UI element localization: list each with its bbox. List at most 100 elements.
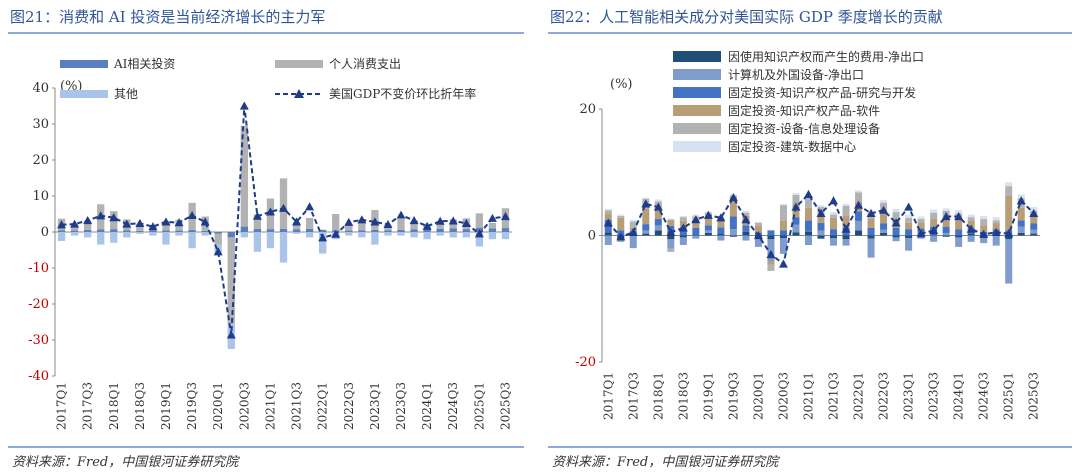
right-legend-label-1: 计算机及外国设备-净出口 xyxy=(728,67,864,82)
left-xtick-label: 2018Q3 xyxy=(133,382,147,430)
right-bar-2022q1 xyxy=(855,211,863,221)
right-bar-2020q2 xyxy=(767,264,775,271)
right-bar-2023q2 xyxy=(917,222,925,229)
right-bar-2019q1 xyxy=(704,225,712,231)
right-line-point-2019q4 xyxy=(741,215,751,224)
right-bar-2023q2 xyxy=(917,216,925,220)
left-ytick-label: 30 xyxy=(32,117,49,132)
left-line-point-2023q1 xyxy=(370,217,380,226)
left-line-point-2024q1 xyxy=(422,221,432,230)
left-line-point-2019q3 xyxy=(187,210,197,220)
right-line-point-2021q2 xyxy=(816,208,826,217)
right-bar-2017q3 xyxy=(629,219,637,222)
left-title-rule xyxy=(8,32,524,34)
right-bar-2021q1 xyxy=(804,231,812,236)
left-bar-2024q4 xyxy=(462,229,470,232)
left-bar-2024q3 xyxy=(449,228,457,232)
right-line-point-2023q4 xyxy=(941,212,951,221)
left-bar-2018q3 xyxy=(136,223,144,231)
right-bar-2018q3 xyxy=(679,230,687,236)
left-source-rule xyxy=(8,446,524,448)
left-bar-2019q4 xyxy=(201,232,209,236)
right-bar-2020q3 xyxy=(779,203,787,206)
right-bar-2018q4 xyxy=(692,235,700,239)
right-bar-2019q4 xyxy=(742,235,750,241)
left-bar-2018q4 xyxy=(149,232,157,236)
left-line-point-2017q1 xyxy=(57,220,67,229)
right-legend-swatch-5 xyxy=(673,141,721,152)
left-xtick-label: 2022Q3 xyxy=(342,382,356,430)
left-bar-2019q2 xyxy=(175,232,183,236)
right-bar-2021q2 xyxy=(817,213,825,223)
right-bar-2025q3 xyxy=(1030,233,1038,236)
left-bar-2017q4 xyxy=(97,232,105,245)
right-bar-2020q4 xyxy=(792,217,800,225)
right-xtick-label: 2024Q3 xyxy=(977,372,991,420)
left-xtick-label: 2024Q3 xyxy=(446,382,460,430)
right-bar-2022q4 xyxy=(892,208,900,213)
left-bar-2019q4 xyxy=(201,230,209,232)
right-bar-2022q3 xyxy=(880,232,888,236)
right-bar-2018q1 xyxy=(654,199,662,202)
left-bar-2018q2 xyxy=(123,230,131,232)
left-xtick-label: 2024Q1 xyxy=(420,382,434,430)
right-legend-swatch-2 xyxy=(673,87,721,98)
right-bar-2022q4 xyxy=(892,227,900,236)
left-legend-personal-consumption-label: 个人消费支出 xyxy=(329,57,401,71)
right-bar-2021q3 xyxy=(830,212,838,215)
left-xtick-label: 2021Q3 xyxy=(290,382,304,430)
right-line-point-2018q3 xyxy=(678,223,688,232)
left-bar-2022q2 xyxy=(332,214,340,231)
left-bar-2023q1 xyxy=(371,229,379,232)
right-bar-2017q1 xyxy=(604,235,612,245)
right-bar-2020q3 xyxy=(779,235,787,239)
left-bar-2017q3 xyxy=(83,220,92,230)
right-line-point-2020q1 xyxy=(753,231,763,240)
right-bar-2017q1 xyxy=(604,208,612,211)
left-bar-2018q2 xyxy=(123,232,131,238)
left-line-point-2025q1 xyxy=(474,229,484,238)
right-bar-2019q4 xyxy=(742,210,750,213)
left-bar-2025q1 xyxy=(475,232,484,247)
right-line-point-2024q3 xyxy=(979,229,989,238)
left-line-point-2020q1 xyxy=(213,247,223,256)
left-bar-2022q3 xyxy=(345,232,353,236)
left-bar-2025q3 xyxy=(501,232,510,240)
right-bar-2021q4 xyxy=(842,205,850,216)
right-source-rule xyxy=(548,446,1072,448)
left-ytick-label: -10 xyxy=(28,261,49,276)
left-xtick-label: 2020Q1 xyxy=(211,382,225,430)
right-line-point-2018q4 xyxy=(691,215,701,224)
right-line-point-2024q1 xyxy=(954,212,964,221)
right-bar-2019q3 xyxy=(729,200,737,217)
right-bar-2017q3 xyxy=(629,221,637,228)
left-bar-2023q4 xyxy=(410,232,418,238)
right-line-point-2023q1 xyxy=(904,202,914,211)
right-bar-2020q4 xyxy=(792,232,800,236)
right-bar-2017q4 xyxy=(642,230,650,234)
right-bar-2018q3 xyxy=(679,217,687,221)
right-bar-2018q2 xyxy=(667,218,675,220)
left-line-point-2024q4 xyxy=(461,218,471,227)
right-bar-2023q4 xyxy=(942,232,950,236)
left-bar-2022q4 xyxy=(358,232,366,238)
left-xtick-label: 2023Q1 xyxy=(368,382,382,430)
right-bar-2025q2 xyxy=(1017,232,1025,236)
right-bar-2018q1 xyxy=(654,219,662,226)
right-bar-2024q1 xyxy=(955,235,963,238)
right-bar-2020q3 xyxy=(779,230,787,236)
left-ytick-label: 40 xyxy=(32,81,49,96)
right-bar-2017q1 xyxy=(604,210,612,214)
left-line-point-2018q2 xyxy=(122,219,132,228)
right-line-point-2022q1 xyxy=(854,200,864,209)
right-bar-2023q4 xyxy=(942,226,950,233)
left-line-point-2022q3 xyxy=(344,217,354,226)
left-line-point-2023q3 xyxy=(396,210,406,219)
right-title-rule xyxy=(548,32,1072,34)
left-xtick-label: 2017Q3 xyxy=(81,382,95,430)
left-bar-2024q2 xyxy=(436,228,444,232)
right-bar-2018q4 xyxy=(692,221,700,228)
right-bar-2017q2 xyxy=(617,217,625,231)
right-line-series xyxy=(607,192,1035,266)
left-ytick-label: -20 xyxy=(28,297,49,312)
